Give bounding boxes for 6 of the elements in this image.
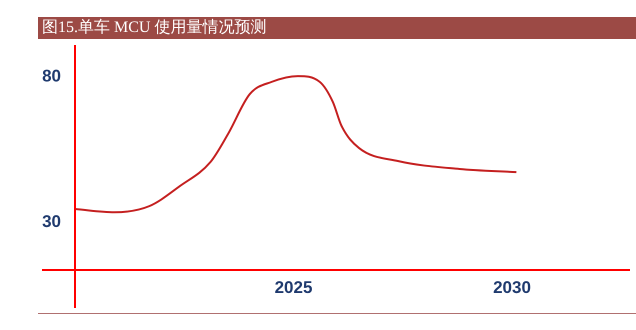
x-tick-label: 2025 <box>274 278 312 297</box>
chart-title: 图15.单车 MCU 使用量情况预测 <box>38 17 636 39</box>
line-series <box>75 75 518 214</box>
x-tick-label: 2030 <box>493 278 531 297</box>
y-tick-label: 30 <box>42 212 61 231</box>
y-tick-label: 80 <box>42 66 61 86</box>
